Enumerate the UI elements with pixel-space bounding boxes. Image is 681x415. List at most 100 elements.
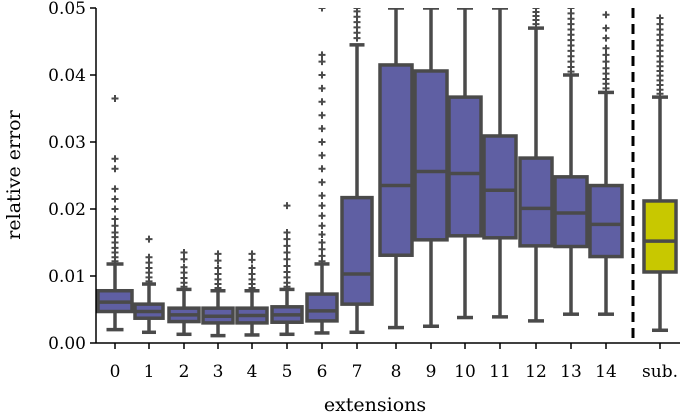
- outlier-marker: [318, 111, 326, 119]
- outlier-marker: [318, 8, 326, 12]
- outlier-marker: [602, 34, 610, 42]
- outlier-marker: [111, 228, 119, 236]
- outlier-marker: [656, 14, 664, 22]
- box-body: [305, 292, 339, 323]
- y-tick-label: 0.01: [48, 267, 86, 287]
- outlier-marker: [111, 165, 119, 173]
- outlier-marker: [248, 256, 256, 264]
- x-tick-label: 11: [489, 362, 511, 382]
- box-2: [167, 249, 201, 337]
- outlier-marker: [318, 84, 326, 92]
- outlier-marker: [180, 263, 188, 271]
- outlier-marker: [180, 255, 188, 263]
- outlier-marker: [214, 264, 222, 272]
- outlier-marker: [318, 239, 326, 246]
- box-13: [553, 8, 589, 316]
- y-tick-label: 0.04: [48, 66, 86, 86]
- x-axis: 0 1 2 3 4 5 6 7 8 9 10 11 12 13 14 sub.: [96, 342, 680, 382]
- y-axis-title: relative error: [3, 109, 25, 239]
- box-4: [235, 250, 269, 337]
- box-body: [588, 183, 624, 259]
- x-tick-label: 7: [352, 362, 363, 382]
- outlier-marker: [318, 98, 326, 106]
- box-8: [378, 8, 414, 330]
- outlier-marker: [214, 270, 222, 278]
- outlier-marker: [111, 222, 119, 230]
- box-body: [482, 134, 518, 240]
- x-tick-label: 13: [560, 362, 582, 382]
- outlier-marker: [283, 202, 291, 210]
- outlier-marker: [111, 185, 119, 193]
- outlier-marker: [318, 222, 326, 230]
- outlier-marker: [283, 242, 291, 250]
- outlier-marker: [111, 94, 119, 102]
- box-9: [413, 8, 449, 328]
- outlier-marker: [283, 228, 291, 236]
- y-axis: 0.00 0.01 0.02 0.03 0.04 0.05: [48, 0, 97, 354]
- outlier-marker: [283, 255, 291, 263]
- x-tick-label: 10: [454, 362, 476, 382]
- x-tick-label: 8: [391, 362, 402, 382]
- outlier-marker: [111, 195, 119, 203]
- x-tick-label: sub.: [642, 362, 678, 382]
- box-body: [378, 63, 414, 257]
- box-5: [270, 202, 304, 337]
- box-10: [447, 8, 483, 320]
- outlier-marker: [283, 235, 291, 243]
- outlier-marker: [353, 8, 361, 12]
- outlier-marker: [318, 192, 326, 200]
- outlier-marker: [248, 264, 256, 272]
- outlier-marker: [214, 257, 222, 265]
- y-tick-label: 0.02: [48, 200, 86, 220]
- outlier-marker: [602, 44, 610, 52]
- box-7: [340, 8, 374, 335]
- outlier-marker: [602, 11, 610, 19]
- outlier-marker: [318, 125, 326, 133]
- x-tick-label: 0: [110, 362, 121, 382]
- x-tick-label: 4: [247, 362, 258, 382]
- y-tick-label: 0.00: [48, 334, 86, 354]
- box-12: [518, 8, 554, 323]
- box-6: [305, 8, 339, 335]
- box-11: [482, 8, 518, 319]
- outlier-marker: [111, 205, 119, 213]
- outlier-marker: [318, 138, 326, 146]
- x-tick-label: 6: [317, 362, 328, 382]
- outlier-marker: [602, 58, 610, 66]
- plot-area: [96, 8, 678, 343]
- outlier-marker: [145, 235, 153, 243]
- outlier-marker: [318, 178, 326, 186]
- x-tick-label: 5: [282, 362, 293, 382]
- outlier-marker: [248, 250, 256, 258]
- outlier-marker: [318, 245, 326, 253]
- outlier-marker: [318, 51, 326, 59]
- outlier-marker: [111, 215, 119, 223]
- box-body: [518, 156, 554, 248]
- x-tick-label: 3: [213, 362, 224, 382]
- y-tick-label: 0.05: [48, 0, 86, 19]
- outlier-marker: [248, 270, 256, 278]
- outlier-marker: [318, 165, 326, 173]
- outlier-marker: [602, 64, 610, 72]
- box-body: [447, 95, 483, 238]
- outlier-marker: [532, 8, 540, 12]
- outlier-marker: [318, 202, 326, 210]
- x-tick-label: 1: [144, 362, 155, 382]
- box-body: [642, 199, 678, 274]
- outlier-marker: [283, 262, 291, 270]
- box-3: [201, 250, 235, 338]
- x-tick-label: 9: [426, 362, 437, 382]
- box-body: [340, 195, 374, 306]
- box-0: [96, 94, 134, 332]
- outlier-marker: [283, 249, 291, 257]
- outlier-marker: [602, 24, 610, 32]
- outlier-marker: [214, 250, 222, 258]
- outlier-marker: [318, 212, 326, 220]
- x-axis-title: extensions: [324, 394, 426, 415]
- box-sub.: [642, 14, 678, 333]
- outlier-marker: [318, 58, 326, 66]
- box-body: [413, 69, 449, 242]
- outlier-marker: [111, 155, 119, 163]
